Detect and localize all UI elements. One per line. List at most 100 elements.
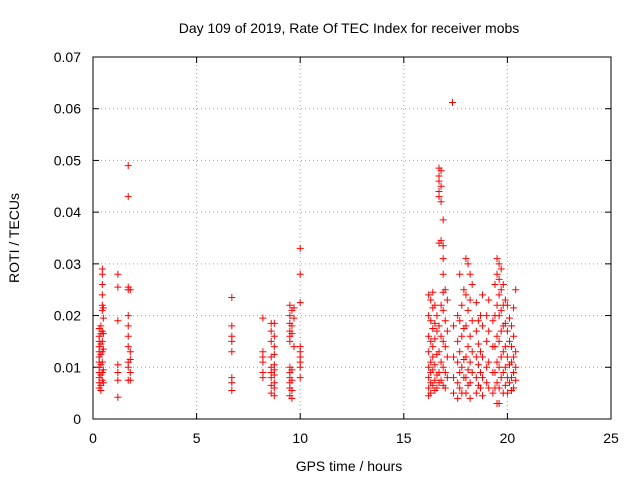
data-point xyxy=(429,353,437,361)
data-point xyxy=(499,281,507,289)
data-point xyxy=(435,322,443,330)
grid-lines xyxy=(93,57,611,419)
data-point xyxy=(510,332,518,340)
data-point xyxy=(505,337,513,345)
data-point xyxy=(429,343,437,351)
data-point xyxy=(267,327,275,335)
data-point xyxy=(476,312,484,320)
data-point xyxy=(489,317,497,325)
data-point xyxy=(468,281,476,289)
data-point xyxy=(458,363,466,371)
data-point xyxy=(468,317,476,325)
data-point xyxy=(431,376,439,384)
data-point xyxy=(259,358,267,366)
data-point xyxy=(464,366,472,374)
data-point xyxy=(450,389,458,397)
data-point xyxy=(286,337,294,345)
data-point xyxy=(228,379,236,387)
data-point xyxy=(458,332,466,340)
data-point xyxy=(425,332,433,340)
data-point xyxy=(228,348,236,356)
data-point xyxy=(124,332,132,340)
data-point xyxy=(454,394,462,402)
data-point xyxy=(431,361,439,369)
data-point xyxy=(439,363,447,371)
data-point xyxy=(439,306,447,314)
data-point xyxy=(429,366,437,374)
data-point xyxy=(435,368,443,376)
data-point xyxy=(468,348,476,356)
data-point xyxy=(431,319,439,327)
data-point xyxy=(296,363,304,371)
data-point xyxy=(439,242,447,250)
data-point xyxy=(512,363,520,371)
data-point xyxy=(433,384,441,392)
data-point xyxy=(508,358,516,366)
data-point xyxy=(474,340,482,348)
data-point xyxy=(124,363,132,371)
data-point xyxy=(495,260,503,268)
plot-frame xyxy=(92,56,612,420)
data-point xyxy=(456,348,464,356)
data-point xyxy=(124,193,132,201)
data-point xyxy=(510,304,518,312)
data-point xyxy=(288,387,296,395)
y-tick-label: 0 xyxy=(73,411,81,427)
data-point xyxy=(503,353,511,361)
data-point xyxy=(501,296,509,304)
data-point xyxy=(466,332,474,340)
data-point xyxy=(450,374,458,382)
data-point xyxy=(497,286,505,294)
data-point xyxy=(228,293,236,301)
data-point xyxy=(493,301,501,309)
data-point xyxy=(425,374,433,382)
data-point xyxy=(114,368,122,376)
x-tick-label: 20 xyxy=(500,430,516,446)
data-point xyxy=(443,327,451,335)
data-point xyxy=(499,368,507,376)
data-point xyxy=(290,343,298,351)
y-tick-label: 0.06 xyxy=(54,101,81,117)
data-point xyxy=(98,281,106,289)
data-point xyxy=(493,270,501,278)
data-point xyxy=(259,374,267,382)
data-point xyxy=(503,389,511,397)
data-point xyxy=(483,337,491,345)
data-point xyxy=(126,286,134,294)
data-point xyxy=(270,384,278,392)
data-point xyxy=(437,358,445,366)
data-point xyxy=(437,198,445,206)
data-point xyxy=(435,177,443,185)
data-point xyxy=(512,348,520,356)
data-point xyxy=(441,317,449,325)
data-point xyxy=(429,325,437,332)
data-point xyxy=(495,384,503,392)
data-point xyxy=(483,363,491,371)
data-point xyxy=(454,379,462,387)
data-point xyxy=(501,381,509,389)
data-point xyxy=(462,374,470,382)
data-point xyxy=(228,337,236,345)
data-point xyxy=(286,301,294,309)
data-point xyxy=(427,358,435,366)
data-point xyxy=(439,216,447,224)
data-point xyxy=(456,384,464,392)
data-point xyxy=(437,332,445,340)
data-point xyxy=(228,322,236,330)
data-point xyxy=(286,312,294,320)
data-point xyxy=(267,337,275,345)
data-point xyxy=(462,291,470,299)
data-point xyxy=(126,356,134,364)
data-point xyxy=(454,358,462,366)
data-point xyxy=(493,358,501,366)
data-point xyxy=(288,322,296,330)
data-point xyxy=(98,270,106,278)
data-point xyxy=(114,270,122,278)
data-point xyxy=(510,368,518,376)
data-point xyxy=(479,353,487,361)
y-tick-label: 0.04 xyxy=(54,204,81,220)
data-point xyxy=(485,327,493,335)
data-point xyxy=(124,322,132,330)
data-points xyxy=(95,99,520,407)
data-point xyxy=(443,374,451,382)
